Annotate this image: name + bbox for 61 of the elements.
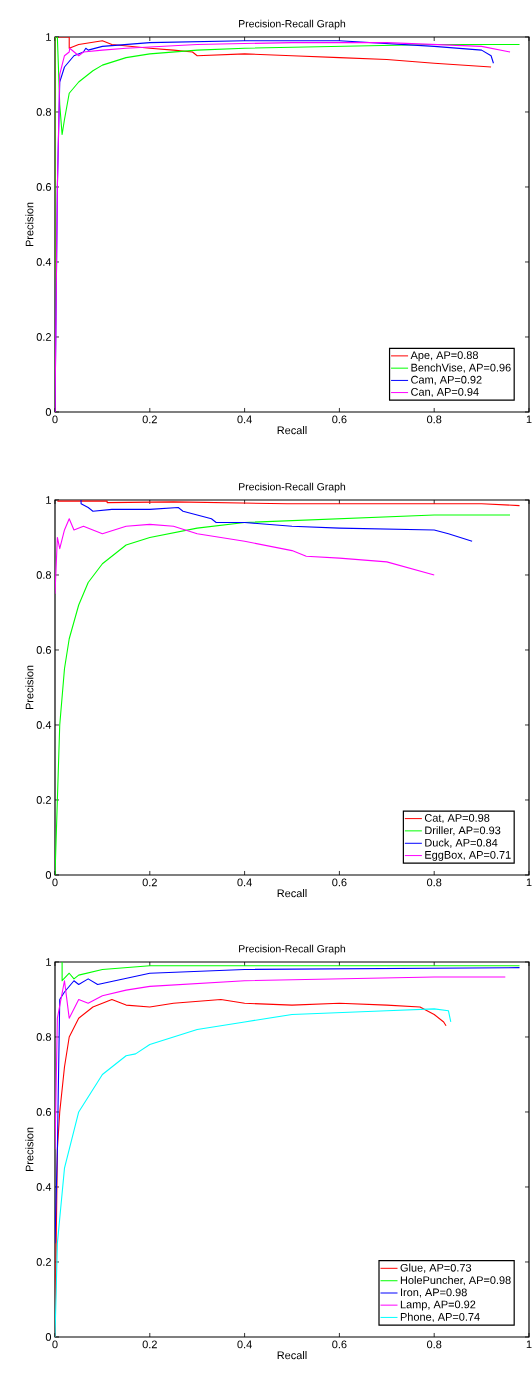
line-series — [55, 967, 521, 1244]
y-tick-label: 0.2 — [36, 796, 51, 804]
legend-label: Phone, AP=0.74 — [400, 1312, 480, 1323]
x-tick-label: 0.2 — [142, 415, 157, 424]
legend-label: Duck, AP=0.84 — [425, 838, 498, 848]
y-tick-label: 0.6 — [36, 1108, 51, 1116]
legend-label: Driller, AP=0.93 — [425, 826, 501, 836]
x-tick-label: 1 — [526, 415, 532, 424]
y-tick-label: 0.4 — [36, 258, 52, 266]
chart-title: Precision-Recall Graph — [239, 482, 346, 493]
y-tick-label: 0.4 — [36, 1183, 52, 1191]
x-tick-label: 0.2 — [142, 1340, 157, 1349]
y-axis-title: Precision — [25, 1127, 34, 1172]
x-axis-title: Recall — [277, 889, 307, 898]
x-tick-label: 0.4 — [237, 878, 252, 887]
y-tick-label: 0.2 — [36, 333, 51, 341]
x-tick-label: 0.2 — [142, 878, 157, 887]
x-tick-label: 1 — [526, 1340, 532, 1349]
legend-label: Cam, AP=0.92 — [411, 375, 482, 385]
y-tick-label: 0.6 — [36, 183, 51, 191]
y-tick-label: 0.4 — [36, 721, 52, 729]
x-tick-label: 0.8 — [427, 415, 442, 424]
legend-label: Cat, AP=0.98 — [424, 814, 490, 824]
y-tick-label: 0.8 — [36, 1033, 51, 1041]
x-tick-label: 0.6 — [332, 415, 347, 424]
y-tick-label: 1 — [46, 33, 51, 41]
legend-label: Ape, AP=0.88 — [410, 351, 478, 362]
y-axis-title: Precision — [25, 665, 34, 710]
legend-label: HolePuncher, AP=0.98 — [400, 1276, 511, 1286]
x-tick-label: 0.4 — [237, 415, 252, 424]
y-tick-label: 1 — [46, 496, 51, 504]
x-tick-label: 0.6 — [332, 1340, 347, 1349]
y-tick-label: 0 — [45, 1333, 52, 1341]
y-tick-label: 0.2 — [36, 1258, 51, 1266]
x-tick-label: 0.4 — [237, 1340, 252, 1349]
x-axis-title: Recall — [277, 1351, 307, 1360]
line-series — [80, 499, 473, 542]
y-tick-label: 0 — [45, 408, 52, 416]
y-tick-label: 1 — [46, 958, 51, 966]
x-tick-label: 0.8 — [427, 1340, 442, 1349]
legend-label: BenchVise, AP=0.96 — [411, 363, 511, 373]
legend-label: EggBox, AP=0.71 — [425, 851, 511, 861]
legend-label: Glue, AP=0.73 — [400, 1263, 472, 1273]
y-tick-label: 0.8 — [36, 571, 51, 579]
line-series — [55, 518, 435, 595]
x-tick-label: 0 — [52, 878, 58, 887]
legend-label: Lamp, AP=0.92 — [400, 1300, 476, 1311]
x-tick-label: 0.6 — [332, 878, 347, 887]
y-tick-label: 0 — [45, 871, 52, 879]
y-tick-label: 0.8 — [36, 108, 51, 116]
y-axis-title: Precision — [25, 202, 34, 247]
x-axis-title: Recall — [277, 426, 307, 435]
x-tick-label: 1 — [526, 878, 532, 887]
chart-title: Precision-Recall Graph — [239, 19, 346, 30]
legend-label: Can, AP=0.94 — [411, 388, 479, 398]
x-tick-label: 0 — [52, 415, 58, 424]
legend-label: Iron, AP=0.98 — [401, 1288, 467, 1298]
x-tick-label: 0.8 — [427, 878, 442, 887]
y-tick-label: 0.6 — [36, 646, 51, 654]
x-tick-label: 0 — [52, 1340, 58, 1349]
chart-title: Precision-Recall Graph — [239, 944, 346, 955]
